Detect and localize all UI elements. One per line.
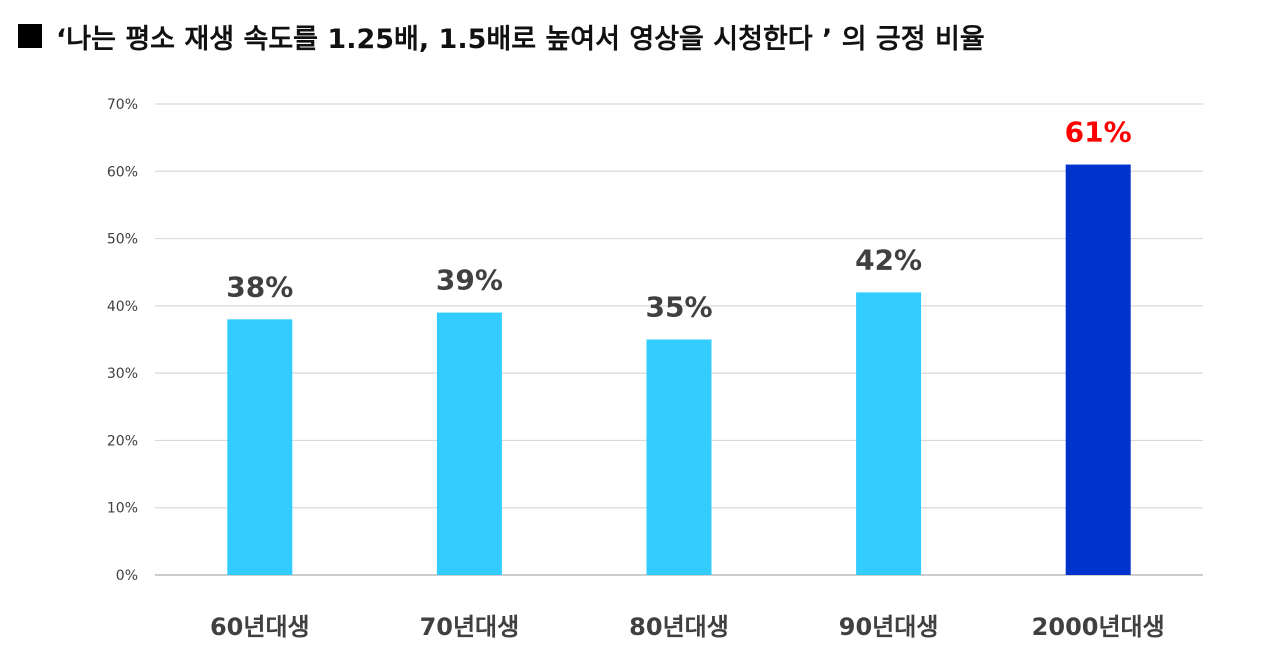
bar xyxy=(1065,164,1131,576)
black-square-icon xyxy=(18,24,42,48)
gridlines xyxy=(155,103,1203,576)
data-label: 61% xyxy=(1065,116,1132,149)
x-category-label: 80년대생 xyxy=(629,613,729,641)
y-tick-label: 70% xyxy=(107,97,138,113)
bar xyxy=(227,319,293,575)
x-category-label: 90년대생 xyxy=(839,613,939,641)
chart-title-text: ‘나는 평소 재생 속도를 1.25배, 1.5배로 높여서 영상을 시청한다 … xyxy=(56,23,985,55)
y-tick-label: 20% xyxy=(107,433,138,449)
data-label: 42% xyxy=(855,243,922,276)
chart-title: ‘나는 평소 재생 속도를 1.25배, 1.5배로 높여서 영상을 시청한다 … xyxy=(18,14,985,58)
x-category-label: 70년대생 xyxy=(420,613,520,641)
y-tick-label: 10% xyxy=(107,501,138,517)
bars xyxy=(227,164,1131,576)
bar xyxy=(856,292,922,575)
y-tick-label: 40% xyxy=(107,299,138,315)
x-category-label: 2000년대생 xyxy=(1032,613,1165,641)
bar xyxy=(646,339,712,575)
data-label: 35% xyxy=(645,291,712,324)
y-tick-label: 60% xyxy=(107,164,138,180)
x-category-label: 60년대생 xyxy=(210,613,310,641)
data-label: 39% xyxy=(436,264,503,297)
y-tick-label: 0% xyxy=(116,568,138,584)
data-label: 38% xyxy=(226,270,293,303)
data-labels: 38% 39% 35% 42% 61% xyxy=(226,116,1131,324)
bar xyxy=(436,312,502,575)
y-axis-tick-labels: 0% 10% 20% 30% 40% 50% 60% 70% xyxy=(107,97,138,584)
y-tick-label: 50% xyxy=(107,232,138,248)
x-axis-category-labels: 60년대생 70년대생 80년대생 90년대생 2000년대생 xyxy=(210,613,1165,641)
y-tick-label: 30% xyxy=(107,366,138,382)
